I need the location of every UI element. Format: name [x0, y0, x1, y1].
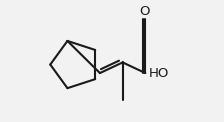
Text: HO: HO — [149, 67, 169, 80]
Text: O: O — [139, 5, 149, 18]
